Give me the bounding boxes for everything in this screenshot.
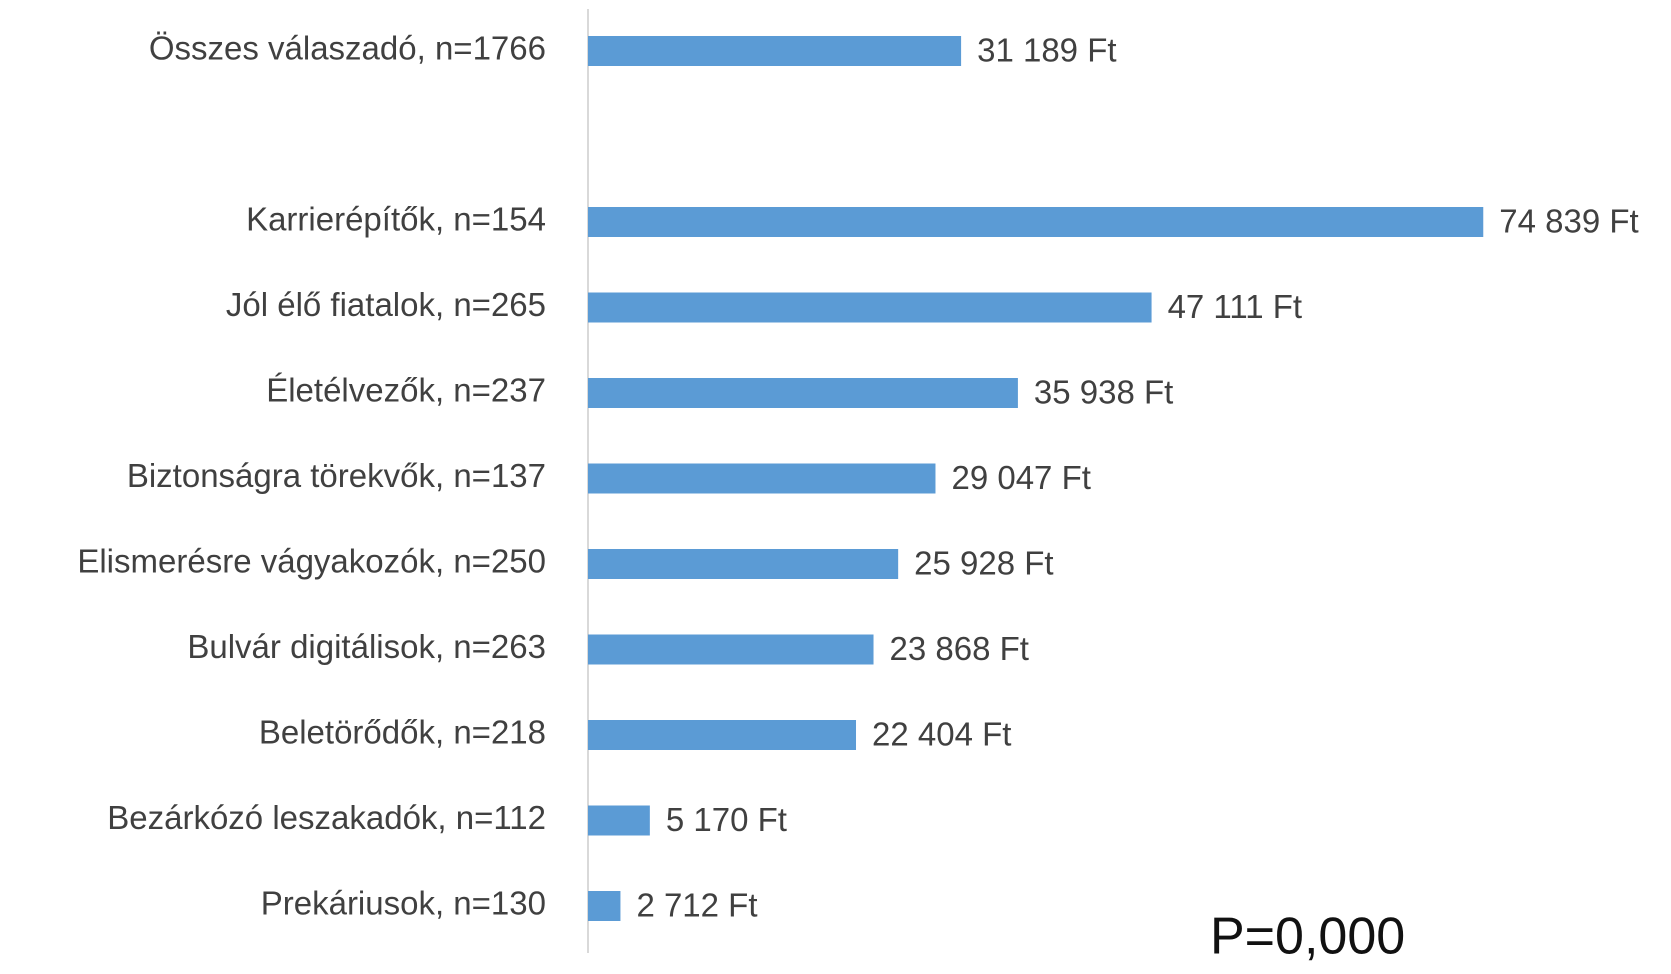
category-label: Bulvár digitálisok, n=263 [187,628,546,665]
bar [588,720,857,750]
category-label: Karrierépítők, n=154 [246,201,546,238]
bar [588,805,650,836]
data-label: 5 170 Ft [666,801,787,838]
data-label: 25 928 Ft [914,545,1053,582]
data-label: 23 868 Ft [890,630,1029,667]
data-label: 2 712 Ft [636,887,757,924]
bar [588,463,936,494]
bar [588,634,874,665]
category-label: Beletörődők, n=218 [259,714,546,751]
bar [588,891,621,921]
data-label: 22 404 Ft [872,716,1011,753]
bar [588,36,962,66]
bar [588,292,1152,323]
bar [588,207,1484,237]
data-label: 35 938 Ft [1034,374,1173,411]
category-label: Bezárkózó leszakadók, n=112 [107,799,546,836]
category-label: Jól élő fiatalok, n=265 [226,286,546,323]
category-label: Elismerésre vágyakozók, n=250 [77,543,546,580]
annotation: P=0,000 [1210,908,1405,966]
data-label: 47 111 Ft [1168,288,1303,325]
category-label: Összes válaszadó, n=1766 [149,30,546,67]
bar [588,549,899,579]
data-label: 74 839 Ft [1499,203,1638,240]
category-label: Biztonságra törekvők, n=137 [127,457,546,494]
bar [588,378,1018,408]
category-label: Életélvezők, n=237 [266,372,546,409]
category-label: Prekáriusok, n=130 [261,885,546,922]
data-label: 31 189 Ft [977,32,1116,69]
data-label: 29 047 Ft [951,459,1090,496]
